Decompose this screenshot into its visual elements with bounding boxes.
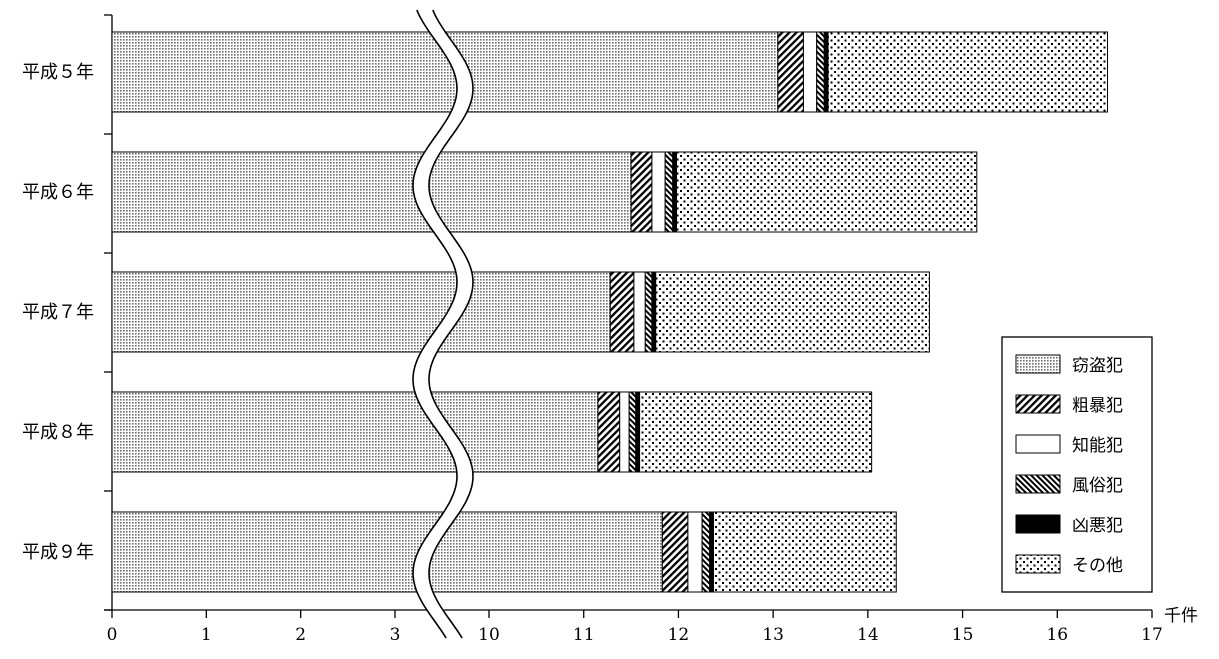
bar-segment bbox=[619, 391, 630, 473]
bar-segment bbox=[630, 151, 653, 233]
legend-swatch bbox=[1015, 474, 1061, 494]
category-label: 平成６年 bbox=[22, 182, 94, 203]
bar-segment bbox=[709, 511, 714, 593]
bar-segment bbox=[827, 31, 1108, 113]
x-tick-label: 12 bbox=[668, 625, 690, 645]
legend-label: 窃盗犯 bbox=[1072, 356, 1123, 376]
x-tick-label: 2 bbox=[295, 625, 306, 645]
bar-segment bbox=[802, 31, 818, 113]
bar-segment bbox=[609, 271, 635, 353]
bar-segment bbox=[687, 511, 703, 593]
x-tick-label: 1 bbox=[201, 625, 212, 645]
bar-segment bbox=[628, 391, 637, 473]
bar-segment bbox=[661, 511, 689, 593]
x-tick-label: 17 bbox=[1141, 625, 1163, 645]
bar-segment bbox=[672, 151, 678, 233]
x-tick-label: 3 bbox=[390, 625, 401, 645]
bar-segment bbox=[676, 151, 978, 233]
bar-segment bbox=[816, 31, 825, 113]
x-tick-label: 10 bbox=[478, 625, 500, 645]
labels: 0 1 2 3 10 11 12 13 14 15 16 17千件平成５年平成６年平成７年平成８年平成… bbox=[22, 62, 1198, 645]
legend-label: 凶悪犯 bbox=[1072, 516, 1123, 536]
x-tick-label: 11 bbox=[573, 625, 595, 645]
bar-segment bbox=[651, 271, 657, 353]
category-label: 平成７年 bbox=[22, 302, 94, 323]
bar-segment bbox=[639, 391, 873, 473]
x-tick-label: 0 bbox=[107, 625, 118, 645]
bar-segment bbox=[635, 391, 641, 473]
legend-label: 粗暴犯 bbox=[1072, 396, 1123, 416]
x-unit-label: 千件 bbox=[1164, 606, 1198, 626]
axis-break-band bbox=[413, 10, 473, 638]
bar-segment bbox=[655, 271, 930, 353]
axis-break-line-right bbox=[428, 9, 474, 639]
bar-segment bbox=[597, 391, 621, 473]
axis-break-line-left bbox=[412, 9, 458, 639]
legend-swatch bbox=[1015, 434, 1061, 454]
legend-box bbox=[1001, 336, 1153, 593]
axes bbox=[104, 14, 1153, 618]
legend-label: 知能犯 bbox=[1072, 436, 1123, 456]
legend-swatch bbox=[1015, 514, 1061, 534]
category-label: 平成５年 bbox=[22, 62, 94, 83]
x-tick-label: 14 bbox=[857, 625, 879, 645]
x-tick-label: 16 bbox=[1046, 625, 1068, 645]
bar-segment bbox=[823, 31, 829, 113]
bar-segment bbox=[701, 511, 711, 593]
legend-swatch bbox=[1015, 394, 1061, 414]
bar-segment bbox=[664, 151, 674, 233]
x-tick-label: 13 bbox=[762, 625, 784, 645]
bar-segment bbox=[651, 151, 666, 233]
legend-label: 風俗犯 bbox=[1072, 476, 1123, 496]
category-label: 平成８年 bbox=[22, 422, 94, 443]
legend-label: その他 bbox=[1072, 556, 1123, 576]
axis-break-mark bbox=[412, 9, 474, 639]
bar-segment bbox=[111, 151, 632, 233]
bars bbox=[111, 31, 1108, 593]
x-tick-label: 15 bbox=[952, 625, 974, 645]
legend-swatch bbox=[1015, 354, 1061, 374]
bar-segment bbox=[777, 31, 804, 113]
bar-segment bbox=[712, 511, 897, 593]
bar-segment bbox=[644, 271, 653, 353]
bar-segment bbox=[633, 271, 646, 353]
category-label: 平成９年 bbox=[22, 542, 94, 563]
bar-segment bbox=[111, 511, 663, 593]
legend-swatch bbox=[1015, 554, 1061, 574]
bar-segment bbox=[111, 271, 611, 353]
bar-segment bbox=[111, 391, 599, 473]
